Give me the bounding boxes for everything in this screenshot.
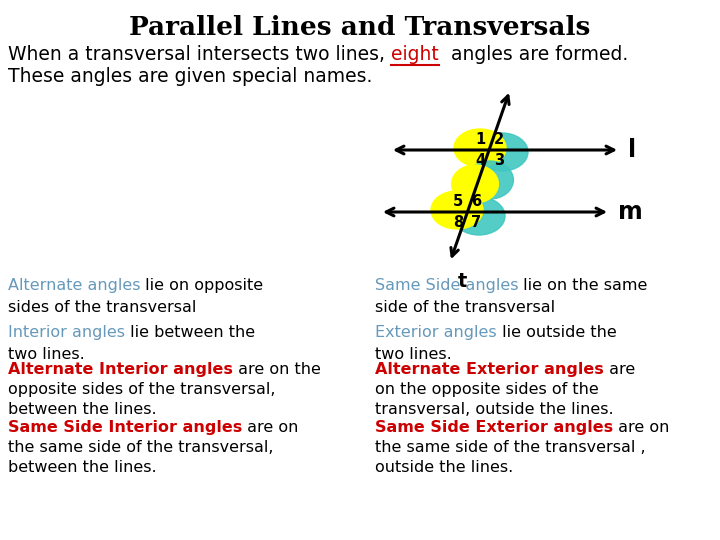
Text: are on: are on (613, 420, 670, 435)
Text: side of the transversal: side of the transversal (375, 300, 555, 315)
Text: are: are (604, 362, 635, 377)
Text: two lines.: two lines. (375, 347, 451, 362)
Text: Alternate Exterior angles: Alternate Exterior angles (375, 362, 604, 377)
Ellipse shape (467, 161, 513, 199)
Text: transversal, outside the lines.: transversal, outside the lines. (375, 402, 613, 417)
Text: l: l (628, 138, 636, 162)
Text: on the opposite sides of the: on the opposite sides of the (375, 382, 599, 397)
Text: 8: 8 (453, 215, 463, 230)
Text: 4: 4 (476, 153, 486, 168)
Text: between the lines.: between the lines. (8, 460, 157, 475)
Text: lie on the same: lie on the same (518, 278, 648, 293)
Ellipse shape (451, 165, 498, 203)
Ellipse shape (453, 197, 505, 235)
Text: When a transversal intersects two lines,: When a transversal intersects two lines, (8, 45, 391, 64)
Text: t: t (458, 272, 467, 291)
Text: eight: eight (391, 45, 438, 64)
Text: angles are formed.: angles are formed. (438, 45, 628, 64)
Text: Parallel Lines and Transversals: Parallel Lines and Transversals (130, 15, 590, 40)
Text: Exterior angles: Exterior angles (375, 325, 497, 340)
Text: Same Side angles: Same Side angles (375, 278, 518, 293)
Text: the same side of the transversal,: the same side of the transversal, (8, 440, 274, 455)
Text: Alternate angles: Alternate angles (8, 278, 140, 293)
Text: are on the: are on the (233, 362, 320, 377)
Text: Alternate Interior angles: Alternate Interior angles (8, 362, 233, 377)
Text: 3: 3 (494, 153, 504, 168)
Text: are on: are on (242, 420, 299, 435)
Text: 7: 7 (471, 215, 481, 230)
Text: between the lines.: between the lines. (8, 402, 157, 417)
Text: Same Side Interior angles: Same Side Interior angles (8, 420, 242, 435)
Text: 6: 6 (471, 194, 481, 209)
Text: m: m (618, 200, 643, 224)
Text: 5: 5 (453, 194, 463, 209)
Text: 2: 2 (494, 132, 504, 147)
Text: the same side of the transversal ,: the same side of the transversal , (375, 440, 646, 455)
Text: opposite sides of the transversal,: opposite sides of the transversal, (8, 382, 276, 397)
Text: lie outside the: lie outside the (497, 325, 616, 340)
Text: lie on opposite: lie on opposite (140, 278, 264, 293)
Text: These angles are given special names.: These angles are given special names. (8, 67, 372, 86)
Text: outside the lines.: outside the lines. (375, 460, 513, 475)
Text: lie between the: lie between the (125, 325, 255, 340)
Text: sides of the transversal: sides of the transversal (8, 300, 197, 315)
Text: 1: 1 (476, 132, 486, 147)
Text: Same Side Exterior angles: Same Side Exterior angles (375, 420, 613, 435)
Ellipse shape (476, 133, 528, 171)
Ellipse shape (454, 129, 506, 167)
Text: two lines.: two lines. (8, 347, 85, 362)
Text: Interior angles: Interior angles (8, 325, 125, 340)
Ellipse shape (431, 191, 483, 229)
